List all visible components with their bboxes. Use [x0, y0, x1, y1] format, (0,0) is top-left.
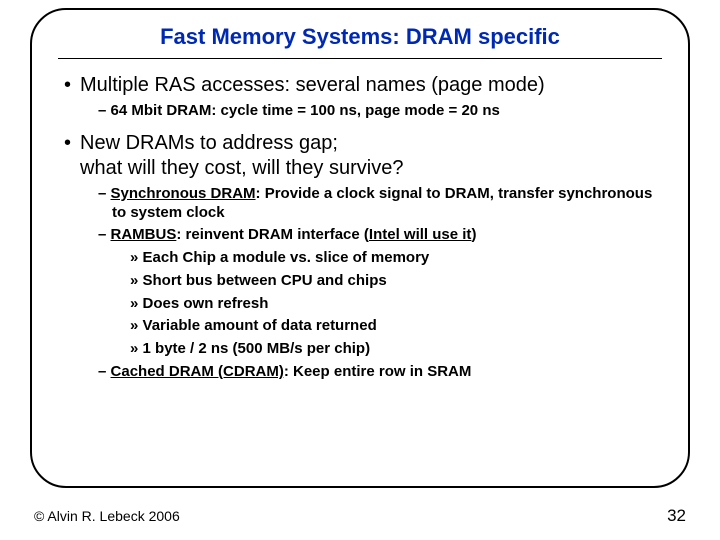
rambus-u: RAMBUS	[111, 226, 177, 243]
bullet-newdrams-l2: what will they cost, will they survive?	[80, 157, 403, 179]
r3-text: Does own refresh	[143, 295, 269, 312]
bullet-r4: » Variable amount of data returned	[130, 317, 662, 336]
bullet-64mbit: – 64 Mbit DRAM: cycle time = 100 ns, pag…	[98, 102, 662, 121]
bullet-r5: » 1 byte / 2 ns (500 MB/s per chip)	[130, 340, 662, 359]
slide-content: •Multiple RAS accesses: several names (p…	[58, 73, 662, 382]
bullet-r2: » Short bus between CPU and chips	[130, 272, 662, 291]
cdram-rest: : Keep entire row in SRAM	[284, 363, 472, 380]
bullet-ras: •Multiple RAS accesses: several names (p…	[64, 73, 662, 98]
bullet-sdram: – Synchronous DRAM: Provide a clock sign…	[98, 185, 662, 223]
r2-text: Short bus between CPU and chips	[143, 272, 387, 289]
r5-text: 1 byte / 2 ns (500 MB/s per chip)	[143, 340, 371, 357]
rambus-u2: Intel will use it	[369, 226, 472, 243]
bullet-ras-text: Multiple RAS accesses: several names (pa…	[80, 74, 545, 96]
r1-text: Each Chip a module vs. slice of memory	[143, 249, 430, 266]
footer-page-number: 32	[667, 506, 686, 526]
rambus-end: )	[471, 226, 476, 243]
r4-text: Variable amount of data returned	[143, 317, 377, 334]
bullet-newdrams: •New DRAMs to address gap; what will the…	[64, 131, 662, 181]
bullet-rambus: – RAMBUS: reinvent DRAM interface (Intel…	[98, 226, 662, 245]
cdram-u: Cached DRAM (CDRAM)	[111, 363, 284, 380]
bullet-newdrams-l1: New DRAMs to address gap;	[80, 132, 338, 154]
bullet-cdram: – Cached DRAM (CDRAM): Keep entire row i…	[98, 363, 662, 382]
slide-frame: Fast Memory Systems: DRAM specific •Mult…	[30, 8, 690, 488]
rambus-mid: : reinvent DRAM interface (	[176, 226, 369, 243]
bullet-r1: » Each Chip a module vs. slice of memory	[130, 249, 662, 268]
bullet-64mbit-text: 64 Mbit DRAM: cycle time = 100 ns, page …	[111, 102, 500, 119]
footer-copyright: © Alvin R. Lebeck 2006	[34, 508, 180, 524]
bullet-r3: » Does own refresh	[130, 295, 662, 314]
sdram-u: Synchronous DRAM	[111, 185, 256, 202]
bullet-marker: •	[64, 73, 80, 98]
slide-title: Fast Memory Systems: DRAM specific	[58, 24, 662, 59]
bullet-marker: •	[64, 131, 80, 156]
